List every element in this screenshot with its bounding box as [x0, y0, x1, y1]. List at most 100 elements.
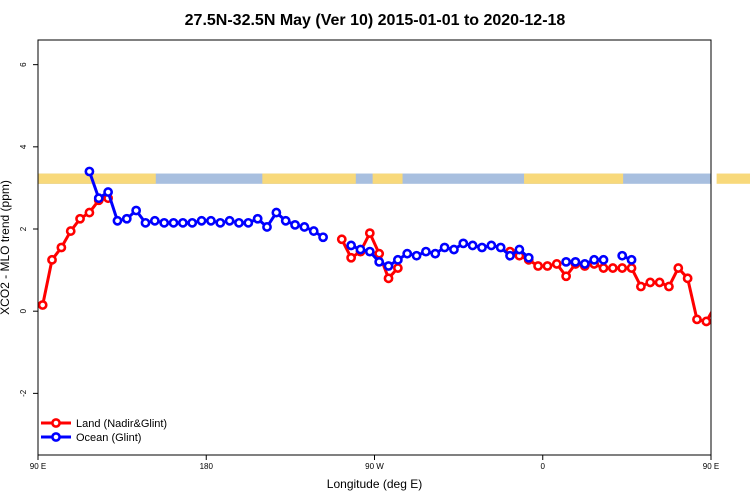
data-point: [262, 222, 272, 232]
data-point: [65, 226, 76, 236]
y-tick-label: -2: [19, 389, 28, 397]
data-point: [252, 213, 263, 224]
data-point: [439, 242, 450, 253]
data-point: [673, 263, 684, 273]
legend-marker-land: [51, 418, 61, 428]
land-ocean-mask-band: [38, 173, 750, 184]
series-layer: [38, 166, 747, 327]
y-tick-label: 2: [19, 226, 28, 231]
data-point: [336, 234, 347, 245]
data-point: [131, 205, 142, 216]
x-tick-label: 90 W: [365, 462, 384, 471]
data-point: [140, 217, 151, 228]
series-line: [41, 196, 109, 306]
x-tick-label: 90 E: [703, 462, 719, 471]
x-tick-label: 90 E: [30, 462, 46, 471]
data-point: [299, 222, 310, 232]
data-point: [38, 300, 48, 310]
data-point: [626, 254, 637, 265]
data-point: [635, 281, 646, 292]
legend: Land (Nadir&Glint) Ocean (Glint): [41, 418, 167, 444]
data-point: [234, 217, 244, 228]
data-point: [467, 240, 478, 251]
data-point: [561, 256, 572, 267]
data-point: [271, 207, 282, 218]
data-point: [617, 250, 628, 261]
legend-marker-ocean: [51, 432, 61, 442]
data-point: [486, 240, 497, 251]
data-point: [374, 256, 385, 267]
data-point: [196, 215, 207, 226]
data-point: [383, 273, 394, 284]
land-band-segment: [524, 173, 624, 184]
data-point: [56, 242, 67, 253]
data-point: [561, 271, 572, 282]
data-point: [617, 263, 628, 273]
data-point: [589, 254, 600, 265]
data-point: [280, 215, 291, 226]
data-point: [177, 217, 188, 228]
data-point: [721, 256, 728, 263]
data-point: [495, 242, 506, 253]
data-point: [187, 217, 198, 228]
data-point: [701, 316, 711, 327]
data-point: [243, 217, 254, 228]
data-point: [731, 244, 738, 251]
data-point: [477, 242, 487, 253]
data-point: [692, 314, 702, 325]
data-point: [364, 246, 375, 257]
data-point: [664, 281, 674, 292]
plot-frame: [37, 39, 712, 456]
data-point: [654, 277, 665, 288]
data-point: [84, 207, 95, 218]
data-point: [579, 259, 590, 269]
data-point: [402, 248, 413, 259]
data-point: [551, 259, 562, 269]
legend-label-land: Land (Nadir&Glint): [76, 418, 167, 430]
data-point: [598, 263, 609, 273]
data-point: [533, 261, 543, 271]
data-point: [392, 263, 403, 273]
data-point: [318, 232, 328, 243]
x-axis-label: Longitude (deg E): [327, 477, 422, 491]
data-point: [75, 213, 85, 224]
axis-ticks: 90 E 180 90 W 0 90 E -2 0 2 4 6: [19, 62, 719, 471]
data-point: [598, 254, 609, 265]
data-point: [308, 226, 319, 236]
data-point: [159, 217, 170, 228]
data-point: [206, 215, 216, 226]
data-point: [149, 215, 160, 226]
data-point: [290, 220, 300, 230]
data-point: [430, 248, 441, 259]
y-tick-label: 0: [19, 308, 28, 313]
data-point: [392, 254, 403, 265]
land-band-segment: [38, 173, 156, 184]
land-band-segment: [262, 173, 356, 184]
data-point: [364, 228, 375, 239]
data-point: [523, 252, 534, 263]
data-point: [93, 193, 104, 204]
data-point: [215, 217, 226, 228]
y-axis-label: XCO2 - MLO trend (ppm): [0, 180, 12, 315]
data-point: [355, 244, 366, 255]
data-point: [570, 256, 581, 267]
data-point: [112, 215, 123, 226]
data-point: [607, 263, 618, 273]
data-point: [224, 215, 235, 226]
data-point: [421, 246, 431, 257]
series-ocean: [84, 166, 637, 271]
data-point: [626, 263, 637, 273]
chart-title: 27.5N-32.5N May (Ver 10) 2015-01-01 to 2…: [185, 12, 566, 29]
data-point: [121, 213, 132, 224]
data-point: [740, 227, 747, 234]
legend-label-ocean: Ocean (Glint): [76, 432, 141, 444]
data-point: [682, 273, 693, 284]
data-point: [514, 244, 525, 255]
data-point: [84, 166, 95, 177]
data-point: [383, 261, 394, 271]
data-point: [411, 250, 422, 261]
y-tick-label: 4: [19, 144, 28, 149]
data-point: [168, 217, 179, 228]
data-point: [346, 252, 357, 263]
